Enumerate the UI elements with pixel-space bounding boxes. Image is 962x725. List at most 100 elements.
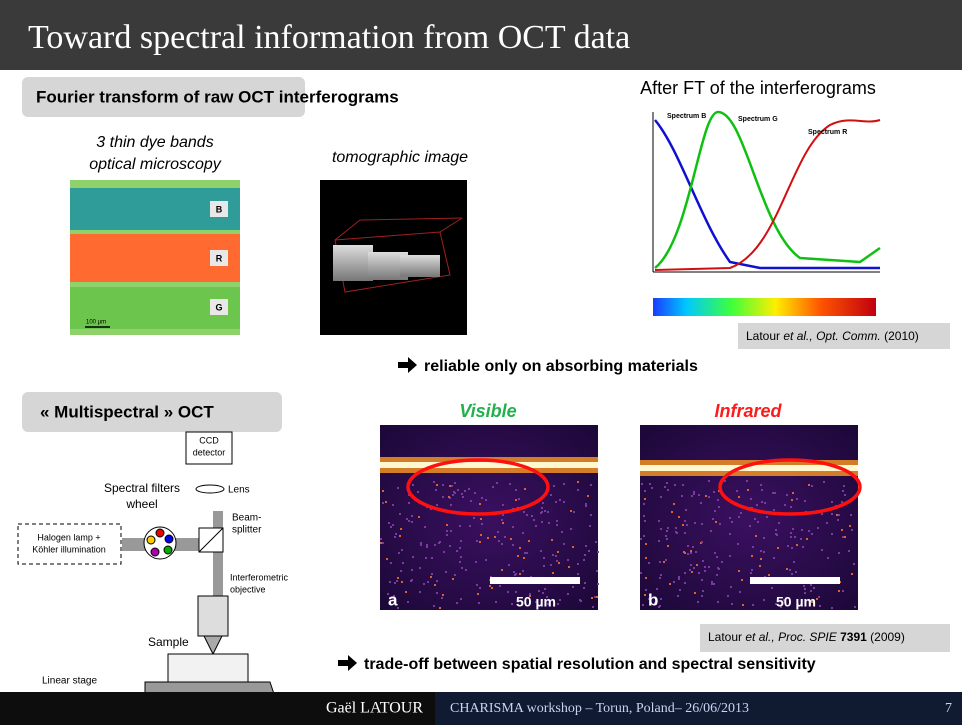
oct-detail xyxy=(555,555,557,557)
oct-detail xyxy=(792,492,794,494)
oct-detail xyxy=(567,593,569,595)
oct-detail xyxy=(784,504,786,506)
oct-detail xyxy=(394,536,396,538)
oct-detail xyxy=(849,525,851,527)
caption: After FT of the interferograms xyxy=(640,78,876,98)
oct-detail xyxy=(402,562,404,564)
oct-detail xyxy=(449,485,451,487)
oct-detail xyxy=(641,483,643,485)
oct-detail xyxy=(838,552,840,554)
oct-detail xyxy=(821,513,823,515)
oct-detail xyxy=(479,541,481,543)
oct-detail xyxy=(759,565,761,567)
oct-detail xyxy=(813,587,815,589)
oct-detail xyxy=(445,571,447,573)
oct-detail xyxy=(773,557,775,559)
oct-detail xyxy=(380,538,382,540)
oct-detail xyxy=(752,546,754,548)
oct-detail xyxy=(435,489,437,491)
oct-detail xyxy=(691,571,693,573)
oct-detail xyxy=(752,604,754,606)
oct-detail xyxy=(405,591,407,593)
oct-detail xyxy=(396,580,398,582)
scale-label: 100 µm xyxy=(86,320,106,326)
oct-detail xyxy=(518,498,520,500)
oct-detail xyxy=(671,511,673,513)
oct-detail xyxy=(842,490,844,492)
oct-detail xyxy=(425,557,427,559)
legend-label: Spectrum G xyxy=(738,116,778,123)
oct-detail xyxy=(682,484,684,486)
oct-detail xyxy=(501,543,503,545)
oct-detail xyxy=(667,545,669,547)
oct-detail xyxy=(459,547,461,549)
oct-detail xyxy=(442,484,444,486)
panel-letter: b xyxy=(648,590,658,609)
oct-detail xyxy=(693,567,695,569)
oct-detail xyxy=(796,544,798,546)
oct-detail xyxy=(831,607,833,609)
oct-detail xyxy=(390,562,392,564)
oct-detail xyxy=(555,501,557,503)
oct-detail xyxy=(522,532,524,534)
oct-detail xyxy=(645,557,647,559)
oct-detail xyxy=(802,546,804,548)
oct-detail xyxy=(590,514,592,516)
oct-detail xyxy=(851,529,853,531)
oct-detail xyxy=(406,518,408,520)
oct-detail xyxy=(452,578,454,580)
oct-detail xyxy=(771,587,773,589)
scale-label: 50 µm xyxy=(516,594,556,610)
oct-detail xyxy=(816,598,818,600)
oct-detail xyxy=(450,530,452,532)
oct-detail xyxy=(426,546,428,548)
oct-detail xyxy=(544,510,546,512)
oct-detail xyxy=(818,596,820,598)
oct-detail xyxy=(644,490,646,492)
oct-detail xyxy=(811,485,813,487)
diagram-label: Halogen lamp + xyxy=(37,532,100,542)
oct-detail xyxy=(701,523,703,525)
oct-detail xyxy=(821,549,823,551)
oct-detail xyxy=(526,552,528,554)
oct-detail xyxy=(544,588,546,590)
oct-detail xyxy=(542,502,544,504)
oct-detail xyxy=(763,551,765,553)
oct-detail xyxy=(477,593,479,595)
image-label: Infrared xyxy=(714,401,782,421)
oct-detail xyxy=(660,496,662,498)
oct-detail xyxy=(411,569,413,571)
oct-detail xyxy=(712,518,714,520)
oct-detail xyxy=(651,487,653,489)
oct-detail xyxy=(585,503,587,505)
oct-detail xyxy=(597,551,599,553)
oct-detail xyxy=(685,509,687,511)
oct-detail xyxy=(790,532,792,534)
oct-detail xyxy=(772,492,774,494)
oct-detail xyxy=(442,496,444,498)
oct-detail xyxy=(731,603,733,605)
oct-detail xyxy=(803,585,805,587)
panel-letter: a xyxy=(388,590,398,609)
oct-detail xyxy=(452,494,454,496)
oct-detail xyxy=(750,498,752,500)
oct-detail xyxy=(420,544,422,546)
oct-detail xyxy=(665,535,667,537)
oct-detail xyxy=(504,536,506,538)
oct-detail xyxy=(843,485,845,487)
oct-detail xyxy=(823,481,825,483)
oct-detail xyxy=(674,484,676,486)
oct-detail xyxy=(399,535,401,537)
diagram-label: Interferometric xyxy=(230,572,289,582)
oct-detail xyxy=(519,573,521,575)
oct-detail xyxy=(729,555,731,557)
oct-detail xyxy=(531,515,533,517)
oct-detail xyxy=(658,520,660,522)
oct-detail xyxy=(714,552,716,554)
oct-detail xyxy=(694,592,696,594)
oct-detail xyxy=(526,514,528,516)
oct-detail xyxy=(420,542,422,544)
oct-detail xyxy=(430,576,432,578)
oct-detail xyxy=(640,572,642,574)
oct-detail xyxy=(478,602,480,604)
